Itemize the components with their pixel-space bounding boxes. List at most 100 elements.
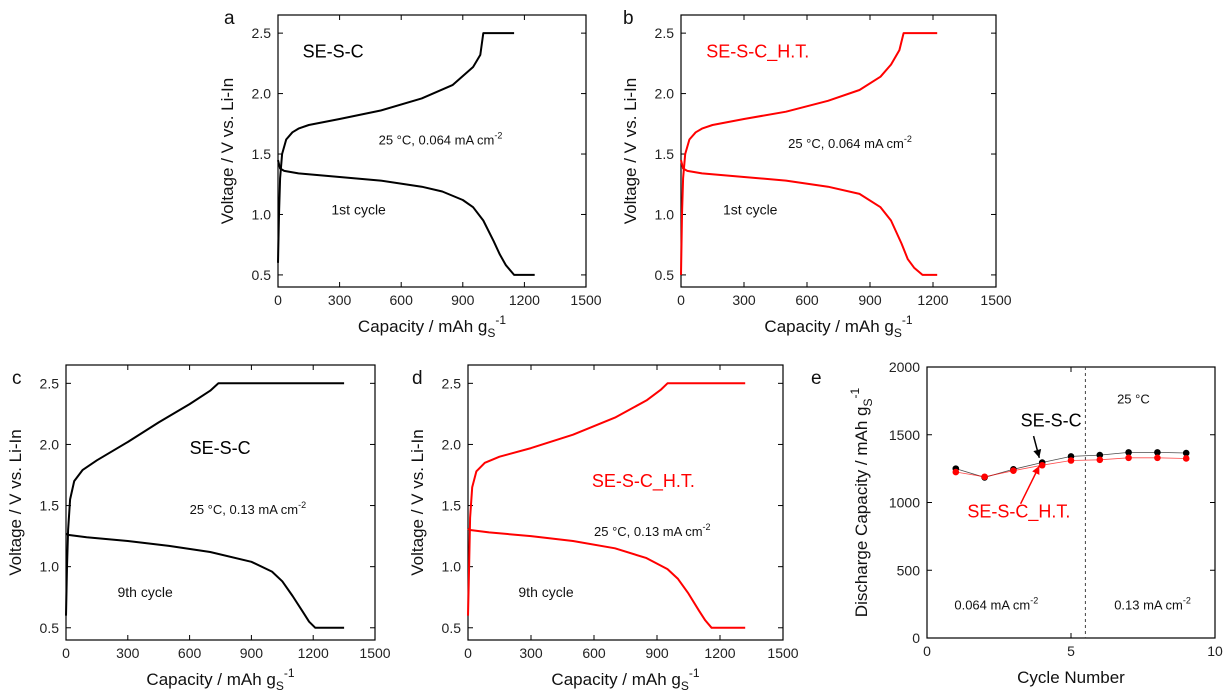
charge-curve — [277, 32, 515, 263]
annotation: 25 °C, 0.064 mA cm-2 — [379, 130, 503, 147]
x-tick-label: 0 — [274, 292, 282, 308]
y-axis-label-sub: S — [861, 398, 875, 406]
annotation: 25 °C, 0.13 mA cm-2 — [190, 500, 307, 517]
y-tick-label: 500 — [897, 562, 921, 578]
y-axis-label: Voltage / V vs. Li-In — [6, 429, 25, 575]
annotation-text: 1st cycle — [331, 201, 386, 217]
x-axis-label-sub: S — [487, 326, 495, 340]
annotation-sup: -2 — [703, 522, 711, 532]
panel-letter: d — [412, 368, 423, 389]
x-tick-label: 900 — [645, 645, 669, 661]
x-axis-label-sup: -1 — [689, 666, 700, 680]
x-tick-label: 600 — [390, 292, 414, 308]
charge-curve — [680, 32, 938, 275]
data-point — [1154, 454, 1161, 462]
annotation: SE-S-C_H.T. — [706, 41, 809, 62]
x-axis-label-text: Cycle Number — [1017, 668, 1125, 687]
annotation-text: 25 °C, 0.064 mA cm — [379, 132, 495, 147]
x-tick-label: 0 — [62, 645, 70, 661]
annotation-text: 25 °C, 0.13 mA cm — [190, 502, 299, 517]
data-point — [1096, 451, 1104, 459]
annotation-sup: -2 — [904, 134, 912, 144]
x-axis-label-sub: S — [894, 326, 902, 340]
x-tick-label: 1500 — [980, 292, 1011, 308]
y-tick-label: 2.5 — [655, 25, 675, 41]
x-tick-label: 1500 — [767, 645, 798, 661]
x-tick-label: 0 — [923, 643, 931, 659]
y-tick-label: 1.0 — [442, 559, 462, 575]
annotation: SE-S-C — [1021, 411, 1082, 431]
x-axis-label-sup: -1 — [902, 313, 913, 327]
y-axis-label: Voltage / V vs. Li-In — [218, 78, 237, 224]
y-tick-label: 2.0 — [655, 86, 675, 102]
x-tick-label: 1200 — [509, 292, 540, 308]
annotation-text: 9th cycle — [518, 584, 573, 600]
x-tick-label: 5 — [1067, 643, 1075, 659]
annotation-sup: -2 — [1183, 596, 1191, 606]
plot-frame — [65, 364, 376, 641]
y-tick-label: 2.0 — [40, 436, 60, 452]
x-tick-label: 1500 — [570, 292, 601, 308]
y-axis-label-text: Discharge Capacity / mAh g — [852, 406, 871, 617]
data-point — [1182, 455, 1190, 462]
data-point — [981, 473, 988, 481]
annotation-text: SE-S-C — [1021, 411, 1082, 431]
y-tick-label: 2.5 — [252, 25, 272, 41]
annotation-text: 25 °C, 0.064 mA cm — [788, 136, 904, 151]
annotation-text: 0.13 mA cm — [1114, 598, 1183, 613]
y-axis-label: Discharge Capacity / mAh gS-1 — [848, 387, 875, 617]
data-point — [1125, 454, 1132, 462]
x-axis-label: Cycle Number — [1017, 668, 1125, 687]
y-tick-label: 0.5 — [252, 267, 272, 283]
plot-frame — [467, 364, 784, 641]
x-tick-label: 600 — [582, 645, 606, 661]
x-axis-label-text: Capacity / mAh g — [764, 317, 893, 336]
y-axis-label-text: Voltage / V vs. Li-In — [621, 78, 640, 224]
data-point — [1038, 461, 1046, 469]
discharge-curve — [467, 527, 746, 629]
annotation-sup: -2 — [494, 130, 502, 140]
y-axis-label-text: Voltage / V vs. Li-In — [408, 429, 427, 575]
annotation: 0.13 mA cm-2 — [1114, 596, 1191, 613]
annotation-text: 1st cycle — [723, 201, 778, 217]
x-tick-label: 300 — [328, 292, 352, 308]
x-axis-label-text: Capacity / mAh g — [551, 670, 680, 689]
annotation: 1st cycle — [331, 201, 386, 217]
panel-e: e 0 5 10 0 500 1000 1500 2000 Cycle Number Dischar… — [811, 359, 1223, 687]
x-axis-label-text: Capacity / mAh g — [358, 317, 487, 336]
y-tick-label: 1.5 — [442, 498, 462, 514]
y-tick-label: 1.5 — [655, 146, 675, 162]
discharge-curve — [65, 532, 345, 629]
discharge-curve — [680, 159, 938, 276]
data-point — [1182, 449, 1190, 457]
data-point — [1125, 449, 1132, 456]
x-tick-label: 1200 — [298, 645, 329, 661]
y-tick-label: 1.0 — [655, 206, 675, 222]
x-tick-label: 300 — [116, 645, 140, 661]
arrow-head — [1033, 449, 1042, 458]
x-axis-label: Capacity / mAh gS-1 — [764, 313, 912, 340]
x-tick-label: 300 — [519, 645, 543, 661]
annotation-sup: -2 — [1030, 596, 1038, 606]
data-point — [952, 468, 960, 476]
y-tick-label: 1.0 — [40, 559, 60, 575]
annotation-text: 25 °C, 0.13 mA cm — [594, 524, 703, 539]
y-tick-label: 1.5 — [40, 498, 60, 514]
y-tick-label: 2.5 — [442, 375, 462, 391]
annotation: SE-S-C — [303, 41, 364, 61]
y-tick-label: 1.5 — [252, 146, 272, 162]
annotation-text: SE-S-C_H.T. — [706, 41, 809, 62]
y-tick-label: 0.5 — [655, 267, 675, 283]
y-tick-label: 1500 — [889, 427, 920, 443]
annotation: 25 °C, 0.13 mA cm-2 — [594, 522, 711, 539]
y-tick-label: 0.5 — [40, 620, 60, 636]
y-axis-label: Voltage / V vs. Li-In — [408, 429, 427, 575]
x-tick-label: 1200 — [704, 645, 735, 661]
x-tick-label: 1200 — [917, 292, 948, 308]
annotation: 25 °C — [1117, 392, 1150, 407]
y-tick-label: 0.5 — [442, 620, 462, 636]
x-tick-label: 600 — [178, 645, 202, 661]
annotation: 9th cycle — [518, 584, 573, 600]
data-point — [1067, 457, 1075, 464]
